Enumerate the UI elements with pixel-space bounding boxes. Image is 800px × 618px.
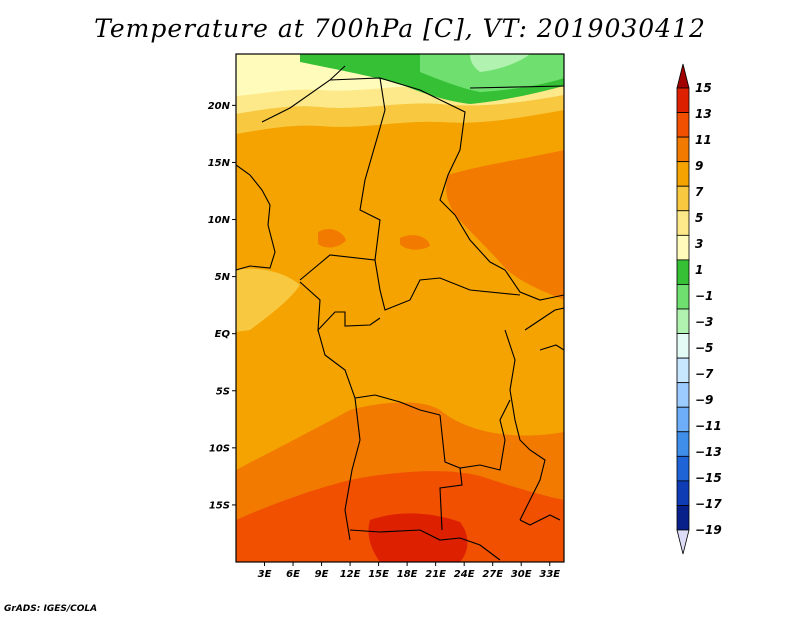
colorbar-swatch [676,284,690,310]
lat-tick-label: 10S [209,443,230,454]
credit-label: GrADS: IGES/COLA [4,604,98,614]
temperature-field [236,54,564,562]
lat-tick-label: 15S [209,500,230,511]
colorbar-label: −13 [695,445,722,459]
longitude-axis: 3E 6E 9E 12E 15E 18E 21E 24E 27E 30E 33E [258,562,560,580]
border [299,77,386,281]
colorbar-swatch [676,259,690,285]
colorbar-lower-arrow [676,529,690,555]
colorbar-swatch [676,87,690,113]
temperature-region-west-coast [236,268,300,332]
colorbar-swatch [676,333,690,359]
colorbar-label: −15 [695,471,722,485]
colorbar-swatch [676,136,690,163]
colorbar-label: −9 [695,393,713,407]
border [299,281,381,332]
colorbar-label: −17 [695,497,722,511]
colorbar-label: −1 [695,289,713,303]
colorbar-swatch [676,455,690,482]
lon-tick-label: 9E [315,569,329,580]
temperature-region-pale-green [470,54,530,72]
colorbar-swatch [676,112,690,138]
colorbar-swatch [676,382,690,408]
lat-tick-label: 15N [208,158,231,169]
colorbar-label: 9 [695,159,703,173]
colorbar-label: 11 [695,133,712,147]
colorbar-swatch [676,210,690,236]
southwest-coastline [344,397,361,541]
colorbar-label: 1 [695,263,703,277]
map-borders [236,65,564,561]
lon-tick-label: 24E [454,569,475,580]
border [439,467,463,531]
temperature-region-east-hot [446,150,564,300]
border [454,214,564,301]
lat-tick-label: EQ [215,329,231,340]
colorbar-upper-arrow [676,63,690,89]
colorbar-swatch [676,406,690,433]
colorbar: 15 13 11 9 7 5 3 1 −1 −3 −5 −7 −9 −11 −13 −15 −17 −19 [676,63,722,555]
lon-tick-label: 15E [368,569,389,580]
colorbar-label: 7 [695,185,704,199]
border [379,77,466,216]
border [524,307,564,331]
colorbar-swatch [676,480,690,506]
lon-tick-label: 6E [286,569,300,580]
colorbar-label: −5 [695,341,713,355]
page-title: Temperature at 700hPa [C], VT: 201903041… [94,14,706,43]
colorbar-swatch [676,505,690,531]
border [261,65,346,123]
colorbar-label: 13 [695,107,712,121]
border [439,399,511,471]
colorbar-label: −11 [695,419,722,433]
temperature-region-south-hottest [368,513,468,562]
lon-tick-label: 27E [482,569,503,580]
colorbar-swatch [676,308,690,334]
lat-tick-label: 5N [215,272,231,283]
lon-tick-label: 30E [511,569,532,580]
temperature-region-light-green [420,54,564,92]
border [469,85,564,89]
lat-tick-label: 5S [216,386,230,397]
colorbar-swatch [676,357,690,384]
colorbar-label: −7 [695,367,714,381]
colorbar-swatch [676,234,690,261]
colorbar-swatch [676,185,690,212]
west-coastline [236,164,276,271]
colorbar-label: −19 [695,523,722,537]
lake-victoria [539,344,564,351]
plot-frame [235,53,565,563]
lat-tick-label: 20N [208,101,231,112]
temperature-patch [400,235,430,250]
lon-tick-label: 33E [539,569,560,580]
colorbar-label: 5 [695,211,703,225]
lat-tick-label: 10N [208,215,231,226]
border [317,329,441,416]
colorbar-label: 3 [695,237,703,251]
lon-tick-label: 3E [258,569,272,580]
temperature-patch [318,229,346,248]
lon-tick-label: 18E [397,569,418,580]
border [349,529,501,561]
colorbar-label: −3 [695,315,713,329]
colorbar-swatch [676,431,690,457]
lon-tick-label: 12E [340,569,361,580]
lon-tick-label: 21E [425,569,446,580]
colorbar-label: 15 [695,81,712,95]
latitude-axis: 20N 15N 10N 5N EQ 5S 10S 15S [208,101,236,511]
great-lakes-rift [504,329,546,521]
border [374,259,521,311]
lake [519,514,561,526]
colorbar-swatch [676,161,690,187]
